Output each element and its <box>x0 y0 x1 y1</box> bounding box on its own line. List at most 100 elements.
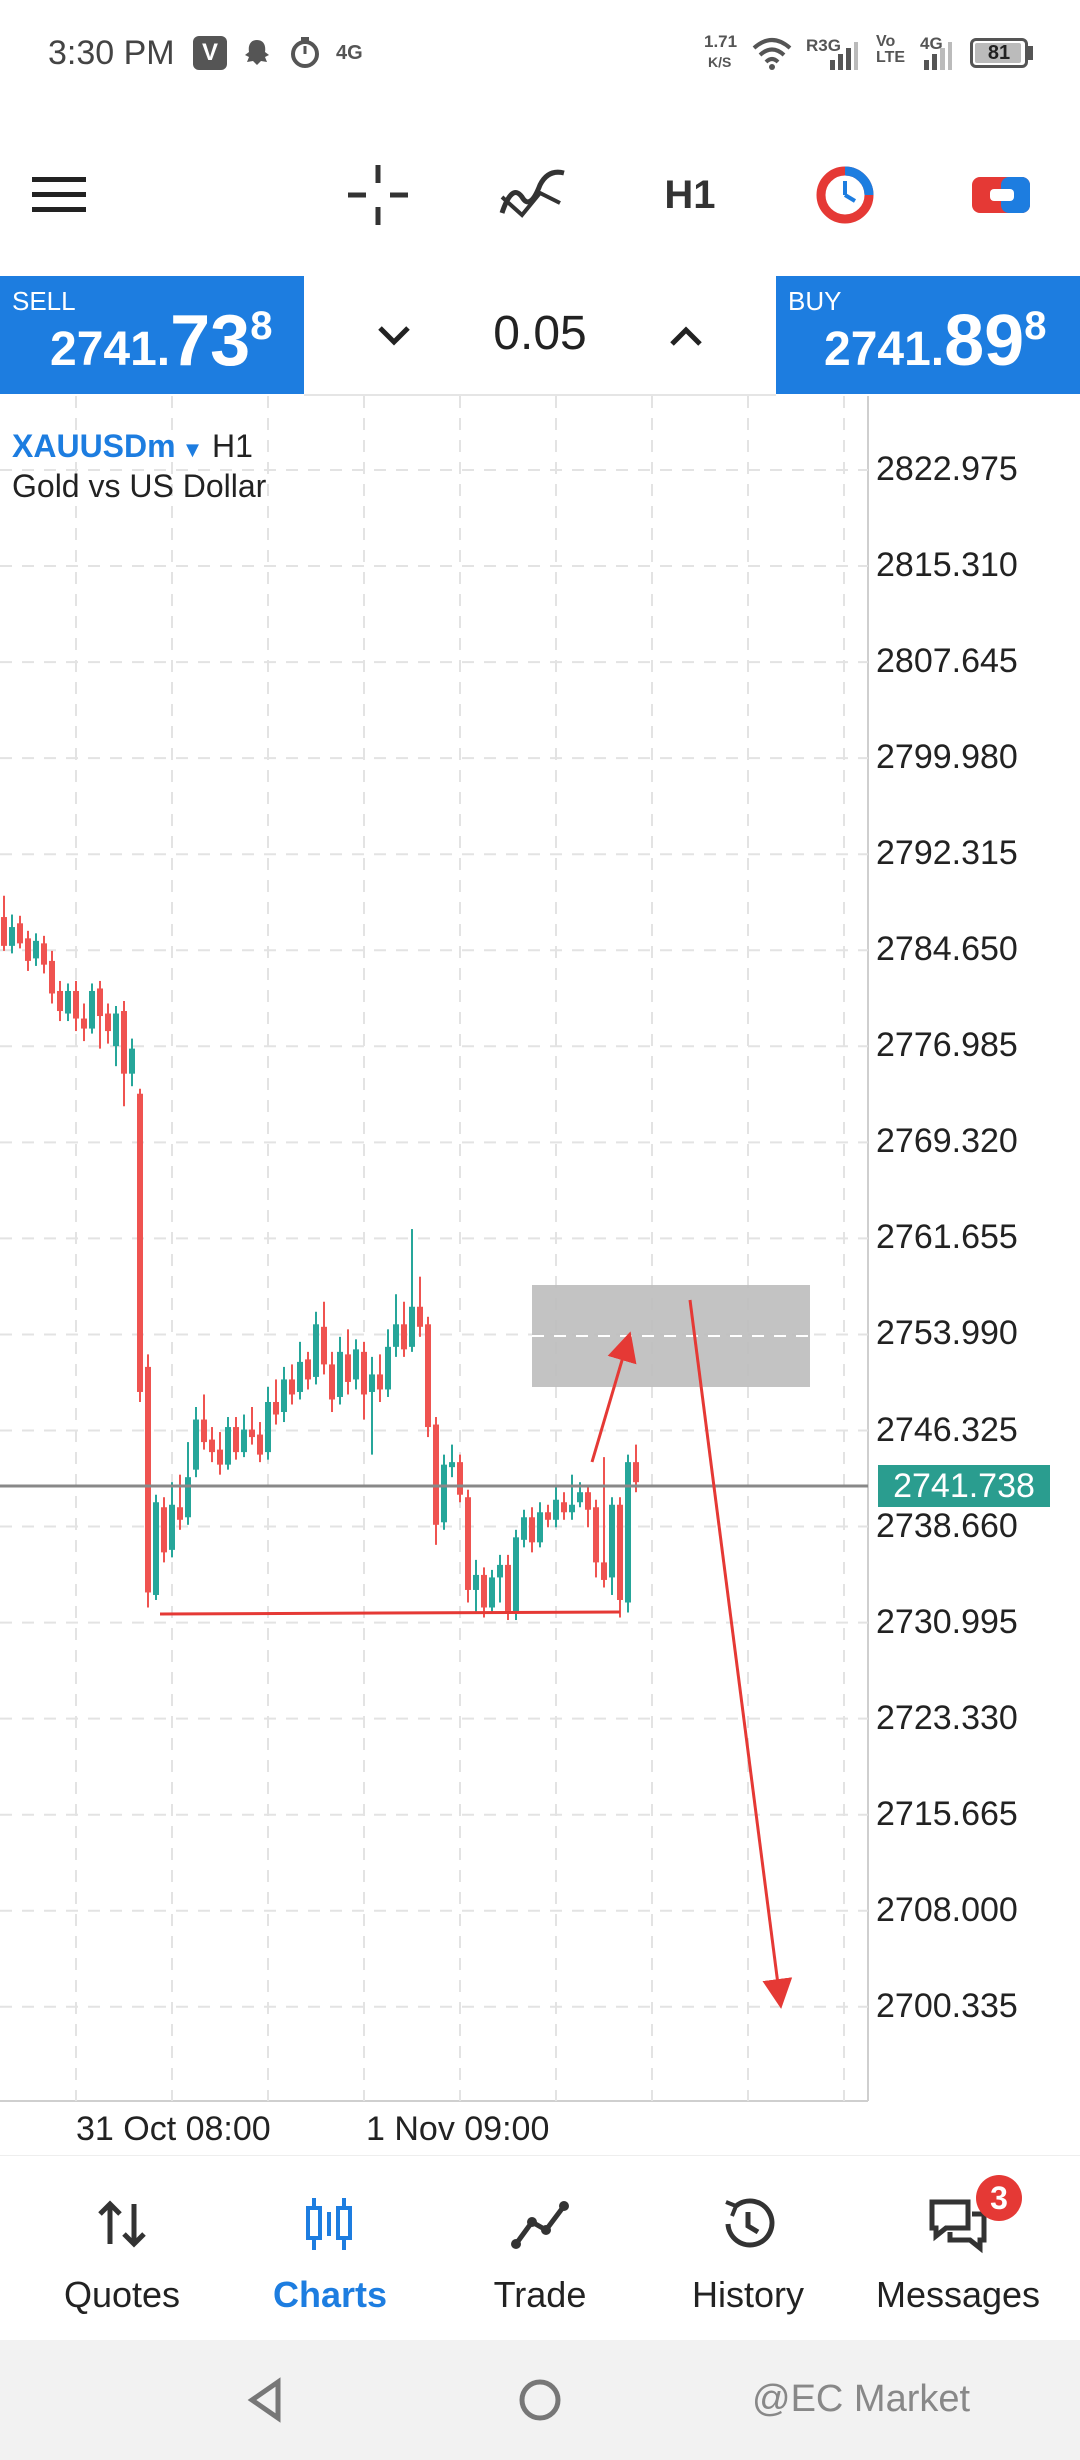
candle-bull <box>553 1499 559 1520</box>
buy-price: 2741.898 <box>824 300 1046 382</box>
messages-icon <box>929 2199 987 2254</box>
candle-bear <box>97 988 103 1017</box>
candle-bull <box>153 1502 159 1595</box>
bearish-arrow <box>688 1299 793 2009</box>
candle-bear <box>249 1429 255 1438</box>
candle-bull <box>385 1346 391 1390</box>
price-axis-label: 2769.320 <box>876 1122 1018 1161</box>
crosshair-icon <box>348 165 408 225</box>
chart-symbol[interactable]: XAUUSDm ▼ <box>12 428 203 465</box>
nav-quotes[interactable]: Quotes <box>14 2156 230 2341</box>
lot-decrease-button[interactable] <box>364 306 424 366</box>
candle-bull <box>441 1464 447 1523</box>
candle-bear <box>161 1507 167 1553</box>
candle-bull <box>521 1517 527 1540</box>
candle-bull <box>625 1462 631 1603</box>
signal-icon-1 <box>830 42 858 70</box>
sell-price: 2741.738 <box>50 300 272 382</box>
price-axis-label: 2784.650 <box>876 930 1018 969</box>
candle-bear <box>545 1512 551 1520</box>
candle-bear <box>321 1326 327 1365</box>
candle-bear <box>41 943 47 965</box>
candle-bull <box>297 1361 303 1392</box>
price-axis-label: 2807.645 <box>876 642 1018 681</box>
candle-bear <box>425 1324 431 1428</box>
wifi-icon <box>752 38 792 70</box>
snapchat-icon <box>245 40 269 65</box>
nav-history[interactable]: History <box>640 2156 856 2341</box>
candle-bear <box>25 938 31 961</box>
nav-messages[interactable]: Messages <box>850 2156 1066 2341</box>
candle-bear <box>433 1424 439 1525</box>
charts-icon <box>306 2198 352 2250</box>
candle-bear <box>361 1351 367 1395</box>
home-icon[interactable] <box>516 2376 564 2424</box>
nav-charts[interactable]: Charts <box>222 2156 438 2341</box>
chart-color-button[interactable] <box>805 155 885 235</box>
candle-bull <box>337 1351 343 1397</box>
candle-bull <box>33 940 39 959</box>
sell-button[interactable]: SELL 2741.738 <box>0 276 304 394</box>
candle-bull <box>129 1048 135 1074</box>
indicators-button[interactable] <box>493 155 573 235</box>
current-price-tag: 2741.738 <box>878 1465 1050 1507</box>
time-label: 1 Nov 09:00 <box>366 2110 550 2148</box>
battery-icon: 81 <box>970 38 1028 68</box>
network-type: 4G <box>336 42 363 64</box>
candle-bear <box>561 1502 567 1513</box>
lot-increase-button[interactable] <box>656 306 716 366</box>
messages-badge: 3 <box>976 2175 1022 2221</box>
nav-trade[interactable]: Trade <box>432 2156 648 2341</box>
candle-bull <box>537 1512 543 1543</box>
menu-button[interactable] <box>20 155 100 235</box>
candle-bull <box>169 1504 175 1550</box>
candle-bear <box>57 990 63 1012</box>
one-click-trading-button[interactable] <box>962 155 1042 235</box>
crosshair-button[interactable] <box>338 155 418 235</box>
timeframe-button[interactable]: H1 <box>664 172 716 217</box>
sell-price-sup: 8 <box>250 304 273 348</box>
candle-bear <box>17 923 23 944</box>
candle-bear <box>257 1434 263 1455</box>
candle-bull <box>569 1504 575 1513</box>
battery-level: 81 <box>987 42 1011 64</box>
candle-bull <box>409 1306 415 1347</box>
buy-button[interactable]: BUY 2741.898 <box>776 276 1080 394</box>
candle-bear <box>233 1427 239 1453</box>
candle-bear <box>49 960 55 994</box>
candle-bear <box>81 1018 87 1029</box>
chevron-down-icon <box>378 326 410 346</box>
candle-bear <box>177 1507 183 1520</box>
chevron-up-icon <box>670 326 702 346</box>
candle-bull <box>393 1324 399 1347</box>
chart-timeframe: H1 <box>212 428 253 464</box>
net-speed-unit: K/S <box>708 54 732 70</box>
chart-canvas[interactable] <box>0 396 1080 2150</box>
price-axis-label: 2822.975 <box>876 450 1018 488</box>
lot-size[interactable]: 0.05 <box>493 307 587 360</box>
candle-bear <box>73 990 79 1019</box>
candle-bull <box>225 1427 231 1465</box>
candle-bear <box>601 1562 607 1580</box>
indicators-icon <box>499 169 565 218</box>
candle-bear <box>529 1517 535 1543</box>
candle-bull <box>241 1429 247 1453</box>
buy-label: BUY <box>788 286 842 316</box>
sim1-label: R3G <box>806 36 841 55</box>
back-icon[interactable] <box>244 2376 288 2424</box>
candle-bear <box>617 1504 623 1600</box>
chart-toolbar: H1 <box>0 110 1080 276</box>
candle-bear <box>289 1379 295 1395</box>
candle-bear <box>481 1574 487 1608</box>
symbol-name: XAUUSDm <box>12 428 176 464</box>
candle-bull <box>281 1379 287 1413</box>
timer-icon <box>291 37 319 68</box>
support-trendline <box>159 1610 621 1616</box>
price-axis-label: 2738.660 <box>876 1506 1018 1545</box>
candle-bull <box>265 1401 271 1453</box>
bottom-navigation: Quotes Charts Trade History Messages <box>0 2155 1080 2341</box>
candle-bear <box>209 1439 215 1453</box>
signal-icon-2 <box>924 42 952 70</box>
price-chart[interactable] <box>0 396 1080 2150</box>
candle-bear <box>505 1564 511 1613</box>
